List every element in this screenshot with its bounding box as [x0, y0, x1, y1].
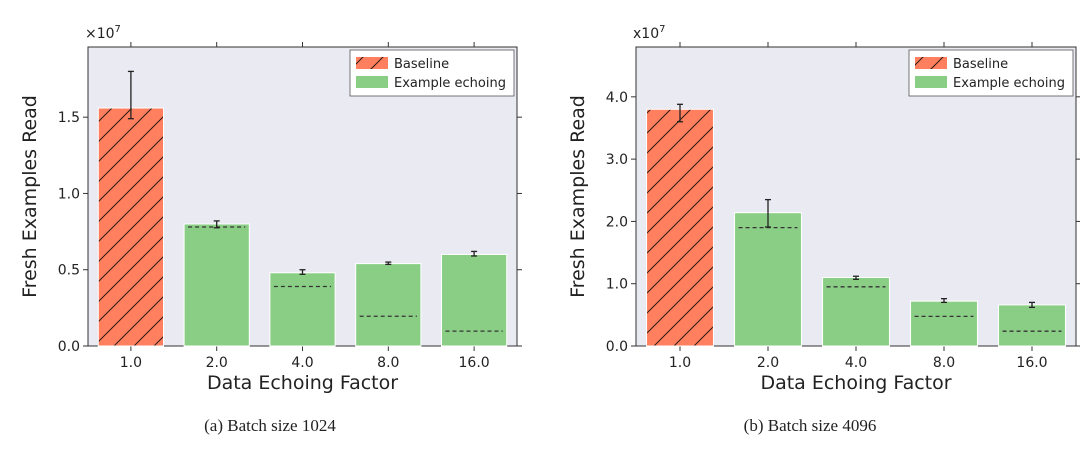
- legend-label-baseline: Baseline: [953, 57, 1008, 72]
- y-tick-label: 4.0: [606, 90, 628, 106]
- y-tick-label: 2.0: [606, 214, 628, 230]
- caption-a: (a) Batch size 1024: [204, 416, 336, 435]
- y-tick-label: 1.0: [58, 186, 80, 202]
- y-tick-label: 0.0: [58, 339, 80, 355]
- caption-b: (b) Batch size 4096: [743, 416, 877, 435]
- echoing-bar: [910, 300, 978, 347]
- legend-swatch-echoing: [356, 76, 388, 88]
- legend-swatch-echoing: [915, 76, 947, 88]
- legend-swatch-baseline: [356, 57, 388, 69]
- y-tick-label: 0.0: [606, 339, 628, 355]
- x-tick-label: 8.0: [377, 355, 399, 371]
- echoing-bar: [734, 212, 802, 347]
- x-axis-label: Data Echoing Factor: [760, 372, 951, 394]
- echoing-bar: [822, 276, 890, 347]
- x-tick-label: 16.0: [459, 355, 490, 371]
- x-tick-label: 4.0: [845, 355, 867, 371]
- chart-b: 0.0 1.0 2.0 3.0 4.0 x107 Fresh Examples Read 1.…: [567, 24, 1080, 394]
- x-tick-label: 1.0: [669, 355, 691, 371]
- y-tick-label: 0.5: [58, 263, 80, 279]
- y-tick-label: 1.0: [606, 277, 628, 293]
- multiplier-label: x107: [633, 24, 665, 42]
- x-axis-label: Data Echoing Factor: [207, 372, 398, 394]
- legend-label-baseline: Baseline: [394, 57, 449, 72]
- multiplier-label: ×107: [85, 24, 121, 42]
- y-axis-label: Fresh Examples Read: [19, 95, 41, 298]
- echoing-bar: [269, 272, 336, 347]
- baseline-bar: [646, 108, 714, 347]
- legend-label-echoing: Example echoing: [953, 76, 1065, 91]
- y-axis-label: Fresh Examples Read: [567, 95, 589, 298]
- baseline-bar: [97, 107, 165, 347]
- echoing-bar: [355, 263, 422, 347]
- echoing-bar: [440, 253, 508, 347]
- y-tick-label: 1.5: [58, 110, 80, 126]
- x-tick-label: 2.0: [206, 355, 228, 371]
- echoing-bar: [183, 223, 250, 347]
- x-tick-label: 2.0: [757, 355, 779, 371]
- echoing-bar: [998, 304, 1066, 347]
- legend-label-echoing: Example echoing: [394, 76, 506, 91]
- y-tick-label: 3.0: [606, 152, 628, 168]
- x-tick-label: 8.0: [933, 355, 955, 371]
- x-tick-label: 4.0: [291, 355, 313, 371]
- chart-a: 0.0 0.5 1.0 1.5 ×107 Fresh Examples Read 1.0 2.…: [19, 24, 522, 394]
- x-tick-label: 1.0: [120, 355, 142, 371]
- legend-swatch-baseline: [915, 57, 947, 69]
- x-tick-label: 16.0: [1016, 355, 1047, 371]
